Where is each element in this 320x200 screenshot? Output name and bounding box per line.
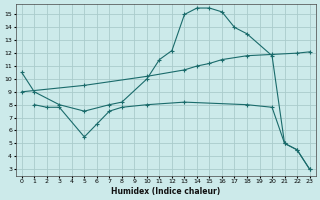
- X-axis label: Humidex (Indice chaleur): Humidex (Indice chaleur): [111, 187, 220, 196]
